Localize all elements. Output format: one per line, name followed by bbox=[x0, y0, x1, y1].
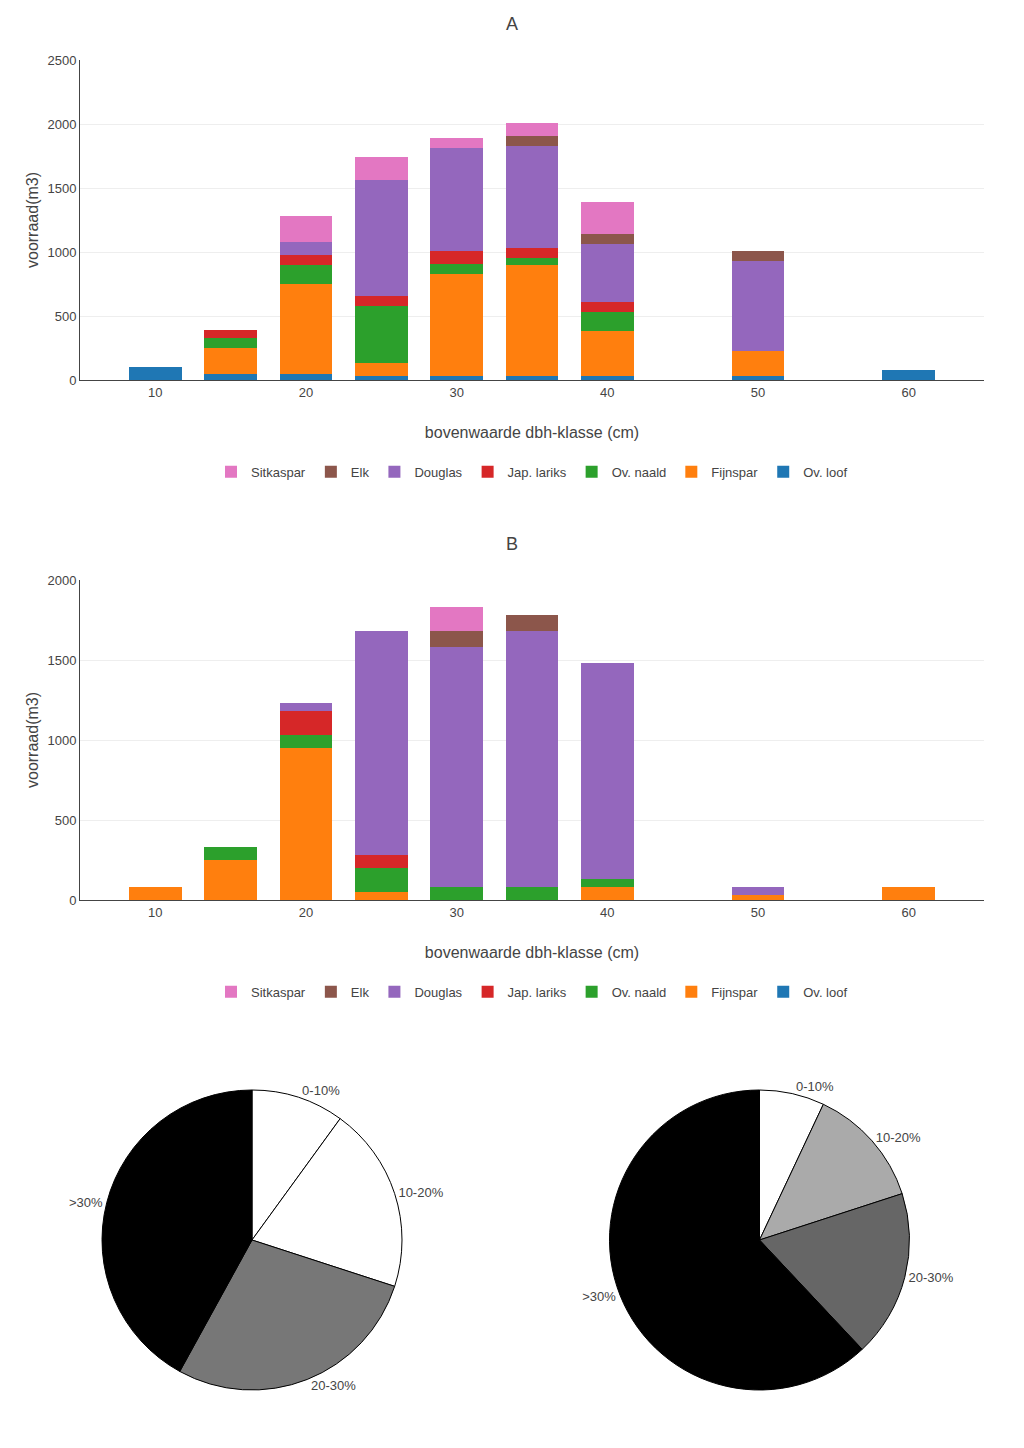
svg-text:>30%: >30% bbox=[69, 1195, 103, 1210]
svg-text:1000: 1000 bbox=[47, 245, 76, 260]
svg-text:30: 30 bbox=[449, 905, 463, 920]
svg-text:Fijnspar: Fijnspar bbox=[711, 985, 758, 1000]
svg-text:10-20%: 10-20% bbox=[398, 1185, 443, 1200]
svg-text:40: 40 bbox=[600, 905, 614, 920]
svg-text:10: 10 bbox=[148, 905, 162, 920]
svg-text:Douglas: Douglas bbox=[414, 465, 462, 480]
svg-text:Sitkaspar: Sitkaspar bbox=[251, 985, 306, 1000]
svg-text:20-30%: 20-30% bbox=[909, 1270, 954, 1285]
svg-text:10: 10 bbox=[148, 385, 162, 400]
svg-text:Sitkaspar: Sitkaspar bbox=[251, 465, 306, 480]
svg-text:10-20%: 10-20% bbox=[876, 1130, 921, 1145]
svg-text:1000: 1000 bbox=[47, 733, 76, 748]
svg-text:0: 0 bbox=[69, 373, 76, 388]
svg-text:20-30%: 20-30% bbox=[311, 1378, 356, 1393]
svg-text:Elk: Elk bbox=[351, 465, 370, 480]
svg-text:30: 30 bbox=[449, 385, 463, 400]
svg-text:500: 500 bbox=[55, 309, 77, 324]
svg-text:A: A bbox=[506, 14, 518, 34]
svg-text:50: 50 bbox=[751, 905, 765, 920]
svg-text:20: 20 bbox=[299, 385, 313, 400]
svg-text:2500: 2500 bbox=[47, 53, 76, 68]
svg-text:bovenwaarde dbh-klasse (cm): bovenwaarde dbh-klasse (cm) bbox=[425, 424, 639, 441]
svg-text:Elk: Elk bbox=[351, 985, 370, 1000]
svg-text:20: 20 bbox=[299, 905, 313, 920]
svg-text:voorraad(m3): voorraad(m3) bbox=[24, 172, 41, 268]
svg-text:Ov. loof: Ov. loof bbox=[803, 465, 847, 480]
svg-text:0: 0 bbox=[69, 893, 76, 908]
svg-text:1500: 1500 bbox=[47, 653, 76, 668]
svg-text:0-10%: 0-10% bbox=[302, 1083, 340, 1098]
svg-text:1500: 1500 bbox=[47, 181, 76, 196]
svg-text:500: 500 bbox=[55, 813, 77, 828]
svg-text:voorraad(m3): voorraad(m3) bbox=[24, 692, 41, 788]
svg-text:2000: 2000 bbox=[47, 573, 76, 588]
svg-text:Jap. lariks: Jap. lariks bbox=[508, 465, 567, 480]
svg-text:60: 60 bbox=[901, 385, 915, 400]
svg-text:>30%: >30% bbox=[582, 1289, 616, 1304]
svg-text:Fijnspar: Fijnspar bbox=[711, 465, 758, 480]
svg-text:0-10%: 0-10% bbox=[796, 1079, 834, 1094]
svg-text:Jap. lariks: Jap. lariks bbox=[508, 985, 567, 1000]
svg-text:Douglas: Douglas bbox=[414, 985, 462, 1000]
svg-text:Ov. loof: Ov. loof bbox=[803, 985, 847, 1000]
svg-text:2000: 2000 bbox=[47, 117, 76, 132]
svg-text:60: 60 bbox=[901, 905, 915, 920]
svg-text:50: 50 bbox=[751, 385, 765, 400]
svg-text:40: 40 bbox=[600, 385, 614, 400]
svg-text:Ov. naald: Ov. naald bbox=[612, 985, 667, 1000]
svg-text:Ov. naald: Ov. naald bbox=[612, 465, 667, 480]
svg-text:bovenwaarde dbh-klasse (cm): bovenwaarde dbh-klasse (cm) bbox=[425, 944, 639, 961]
svg-text:B: B bbox=[506, 534, 518, 554]
